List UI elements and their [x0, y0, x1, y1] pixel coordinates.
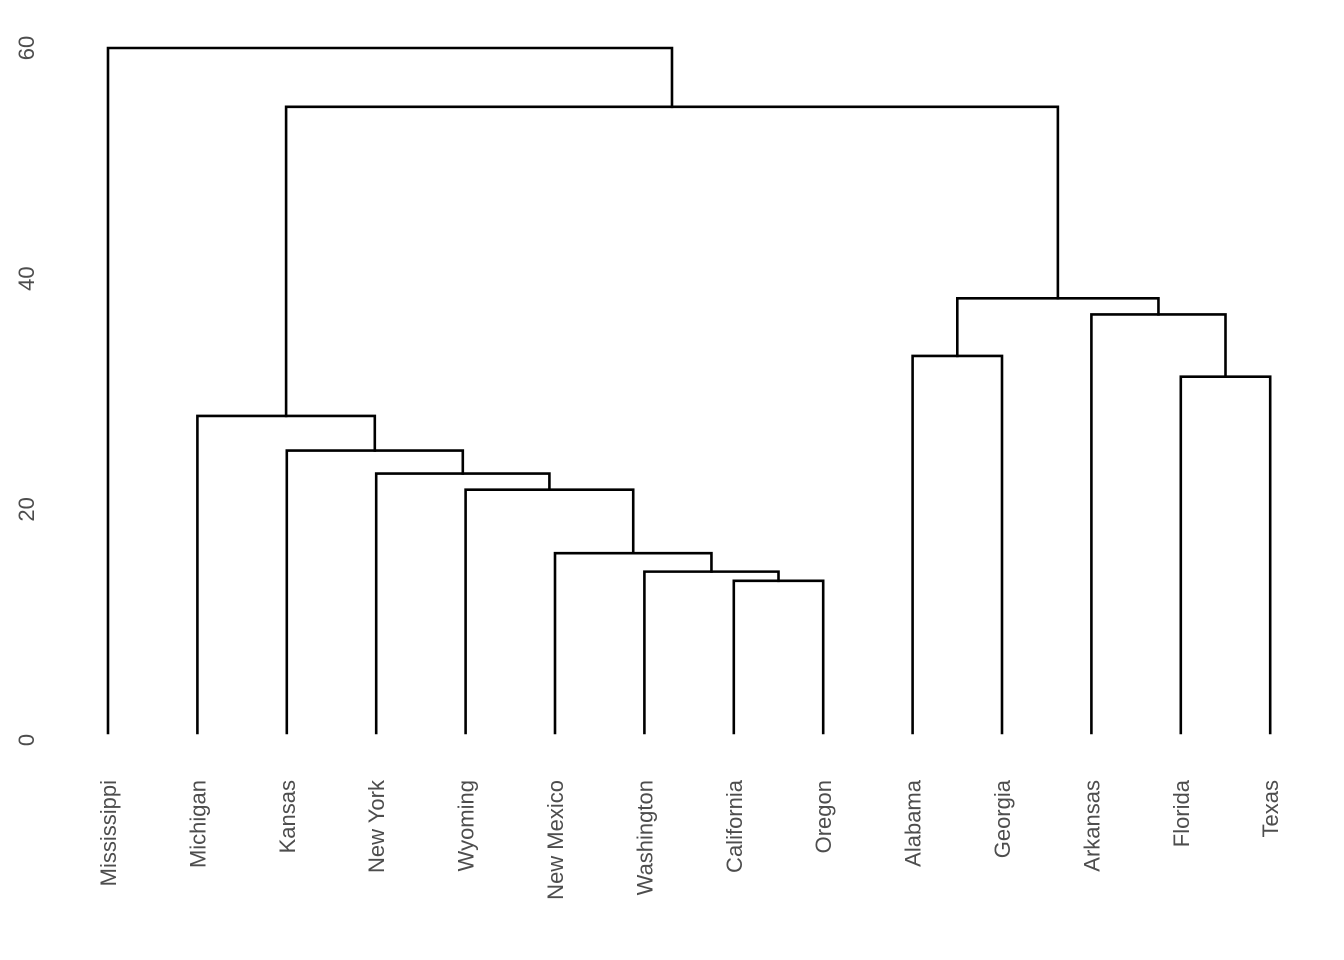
leaf-label-michigan: Michigan — [185, 780, 210, 868]
dendrogram-branches — [106, 46, 1272, 735]
branch-merge-8 — [1179, 375, 1272, 735]
leaf-label-new-mexico: New Mexico — [543, 780, 568, 900]
branch-merge-12 — [284, 105, 1060, 418]
leaf-label-arkansas: Arkansas — [1079, 780, 1104, 872]
leaf-label-florida: Florida — [1169, 779, 1194, 847]
leaf-label-new-york: New York — [364, 779, 389, 873]
leaf-label-california: California — [722, 779, 747, 873]
branch-merge-11 — [956, 296, 1160, 358]
y-tick-label-40: 40 — [14, 266, 39, 290]
branch-merge-5 — [374, 472, 551, 735]
y-tick-label-20: 20 — [14, 497, 39, 521]
leaf-label-texas: Texas — [1258, 780, 1283, 837]
leaf-label-mississippi: Mississippi — [96, 780, 121, 886]
branch-merge-2 — [643, 570, 780, 735]
branch-merge-3 — [553, 551, 713, 735]
leaf-label-washington: Washington — [632, 780, 657, 895]
leaf-label-oregon: Oregon — [811, 780, 836, 853]
leaf-labels: Mississippi Michigan Kansas New York Wyoming… — [96, 779, 1283, 900]
leaf-label-kansas: Kansas — [275, 780, 300, 853]
y-axis-ticks: 0 20 40 60 — [14, 36, 39, 746]
branch-merge-13 — [106, 46, 674, 735]
branch-merge-6 — [285, 449, 465, 735]
branch-merge-9 — [911, 354, 1004, 735]
branch-merge-4 — [464, 488, 635, 735]
branch-merge-1 — [732, 579, 825, 735]
leaf-label-alabama: Alabama — [901, 779, 926, 867]
leaf-label-georgia: Georgia — [990, 779, 1015, 858]
leaf-label-wyoming: Wyoming — [454, 780, 479, 872]
y-tick-label-60: 60 — [14, 36, 39, 60]
y-tick-label-0: 0 — [14, 734, 39, 746]
